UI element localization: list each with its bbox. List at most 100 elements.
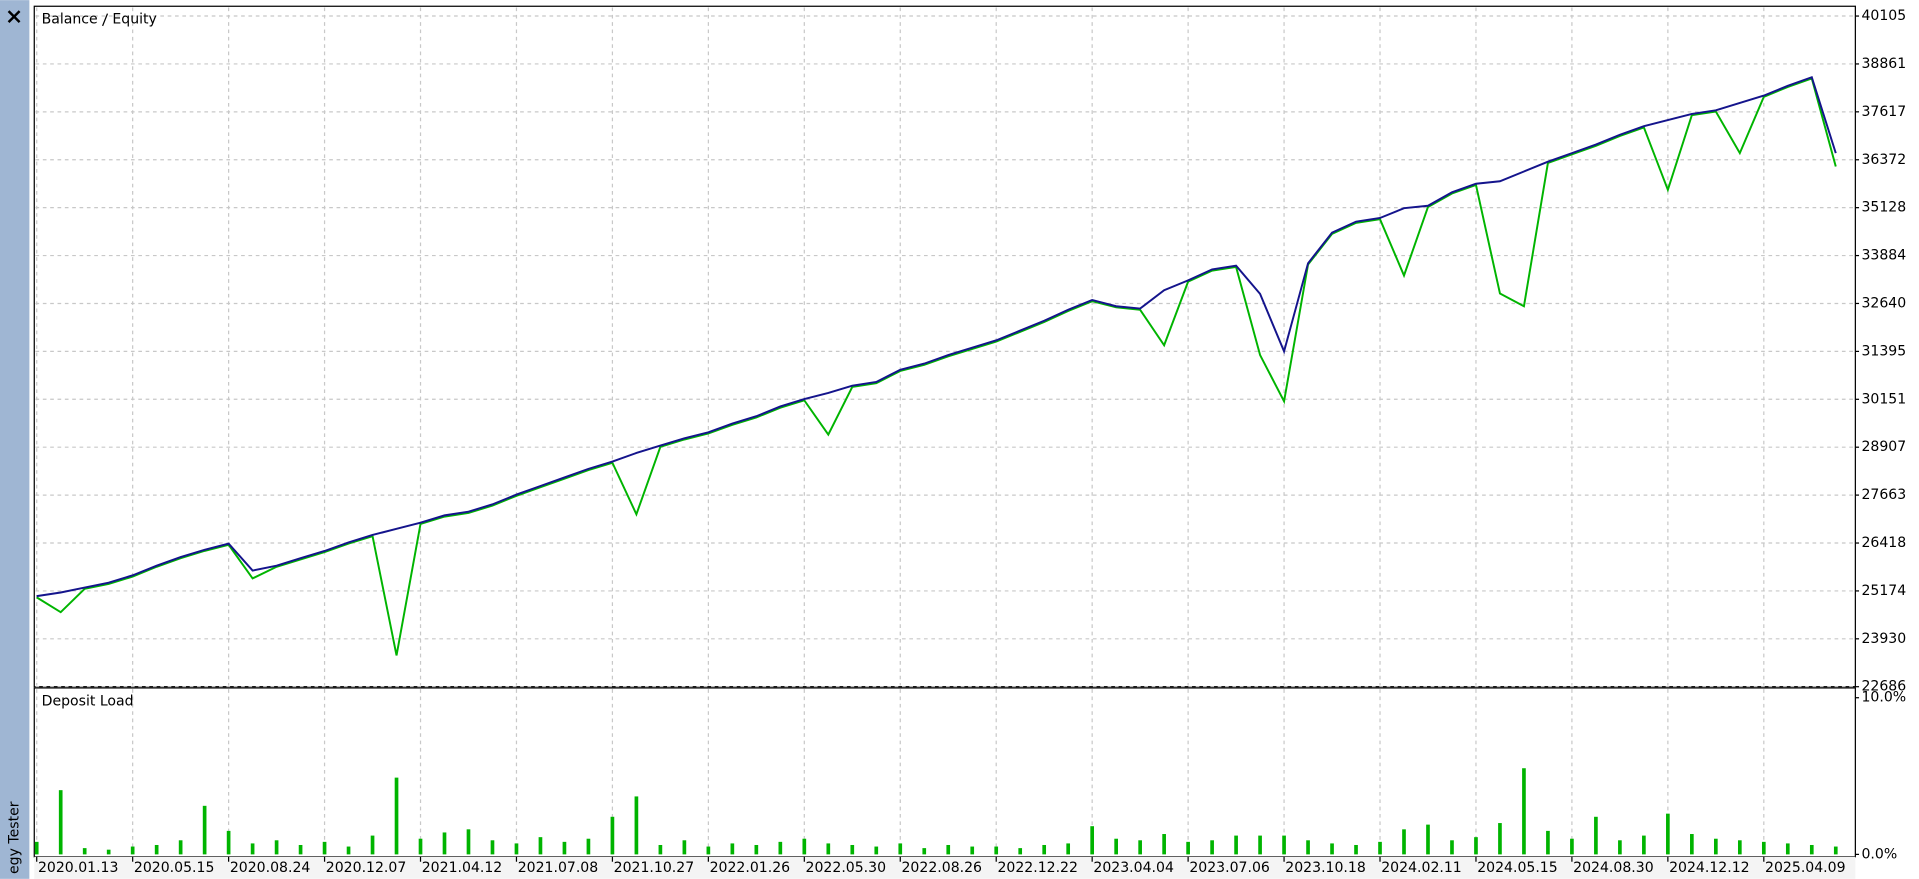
bar (1090, 826, 1095, 855)
bar (250, 843, 255, 855)
series-line (36, 75, 1837, 598)
x-axis-strip (34, 856, 1856, 879)
bar (1306, 840, 1310, 855)
x-tick-label: 2023.07.06 (1189, 860, 1270, 876)
bar (1737, 840, 1742, 855)
bar (442, 832, 447, 855)
bar (610, 816, 615, 855)
bar (322, 841, 327, 855)
bar (1114, 838, 1118, 855)
x-tick-label: 2023.10.18 (1285, 860, 1366, 876)
bar (658, 844, 663, 855)
y-tick-label: 28907 (1861, 439, 1906, 455)
bar (370, 835, 375, 855)
bar (682, 840, 687, 855)
bar (1138, 840, 1142, 855)
bar (1570, 838, 1574, 855)
x-tick-label: 2022.12.22 (997, 860, 1078, 876)
close-button[interactable] (7, 10, 21, 24)
x-tick-label: 2024.08.30 (1573, 860, 1654, 876)
bar (58, 790, 63, 855)
bar (418, 838, 423, 855)
x-tick-label: 2021.07.08 (518, 860, 599, 876)
panel-title: Deposit Load (42, 693, 134, 709)
bar (1690, 834, 1694, 855)
bar (226, 830, 231, 855)
bar (1210, 840, 1214, 855)
bar (346, 846, 351, 855)
x-tick-label: 2024.02.11 (1381, 860, 1462, 876)
bar (634, 796, 639, 855)
x-tick-label: 2020.08.24 (230, 860, 311, 876)
x-tick-label: 2023.04.04 (1093, 860, 1174, 876)
bar (154, 844, 159, 855)
legend-separator (102, 13, 109, 27)
bar (1258, 835, 1262, 855)
bar (1761, 841, 1766, 855)
x-tick-label: 2022.01.26 (710, 860, 791, 876)
bar (1282, 835, 1286, 855)
bar (1018, 848, 1023, 855)
y-tick-label: 32640 (1861, 295, 1906, 311)
bar (130, 846, 135, 855)
bar (1354, 844, 1358, 855)
y-tick-label: 10.0% (1861, 690, 1906, 706)
bar (1522, 768, 1526, 855)
bar (1498, 823, 1502, 855)
bar (922, 848, 927, 855)
x-tick-label: 2020.05.15 (134, 860, 215, 876)
bar (1714, 838, 1718, 855)
x-tick-label: 2025.04.09 (1765, 860, 1846, 876)
sidebar-label: egy Tester (7, 801, 23, 874)
y-tick-label: 22686 (1861, 679, 1906, 695)
close-icon[interactable] (7, 10, 21, 24)
y-tick-label: 37617 (1861, 104, 1906, 120)
y-tick-label: 35128 (1861, 200, 1906, 216)
y-tick-label: 23930 (1861, 631, 1906, 647)
bar (898, 843, 903, 855)
bar (82, 848, 87, 855)
bar (778, 841, 783, 855)
bar (730, 843, 735, 855)
bar (1833, 846, 1838, 855)
bar (1809, 844, 1814, 855)
x-tick-label: 2021.10.27 (614, 860, 695, 876)
bar (562, 841, 567, 855)
x-tick-label: 2024.12.12 (1669, 860, 1750, 876)
y-tick-label: 38861 (1861, 56, 1906, 72)
bar (1330, 843, 1334, 855)
plot-frame (33, 5, 1856, 688)
sidebar (0, 0, 30, 879)
bar (1618, 840, 1622, 855)
bar (1378, 841, 1382, 855)
bar (178, 840, 183, 855)
balance-chart: 22686 23930 25174 26418 27663 28907 30151 31395… (33, 5, 1906, 695)
bar (274, 840, 279, 855)
bar (202, 805, 207, 855)
bar (1426, 824, 1430, 855)
panel-frame (33, 687, 1856, 858)
bar (466, 829, 471, 855)
bar (970, 846, 975, 855)
x-tick-label: 2022.08.26 (901, 860, 982, 876)
bar (850, 844, 855, 855)
bar (514, 843, 519, 855)
deposit-chart: 0.0% 10.0% Deposit Load (33, 687, 1906, 862)
y-tick-label: 33884 (1861, 248, 1906, 264)
bar (1162, 834, 1166, 855)
bar (802, 838, 807, 855)
bar (1546, 830, 1550, 855)
y-tick-label: 30151 (1861, 391, 1906, 407)
bar (874, 846, 879, 855)
bar (1234, 835, 1238, 855)
bar (706, 846, 711, 855)
x-axis: 2020.01.13 2020.05.15 2020.08.24 2020.12.07… (34, 856, 1856, 879)
bar (1402, 829, 1406, 855)
bar (34, 841, 39, 855)
x-tick-label: 2022.05.30 (806, 860, 887, 876)
bar (1186, 841, 1190, 855)
bar (1642, 835, 1646, 855)
x-tick-label: 2024.05.15 (1477, 860, 1558, 876)
bar (946, 844, 951, 855)
